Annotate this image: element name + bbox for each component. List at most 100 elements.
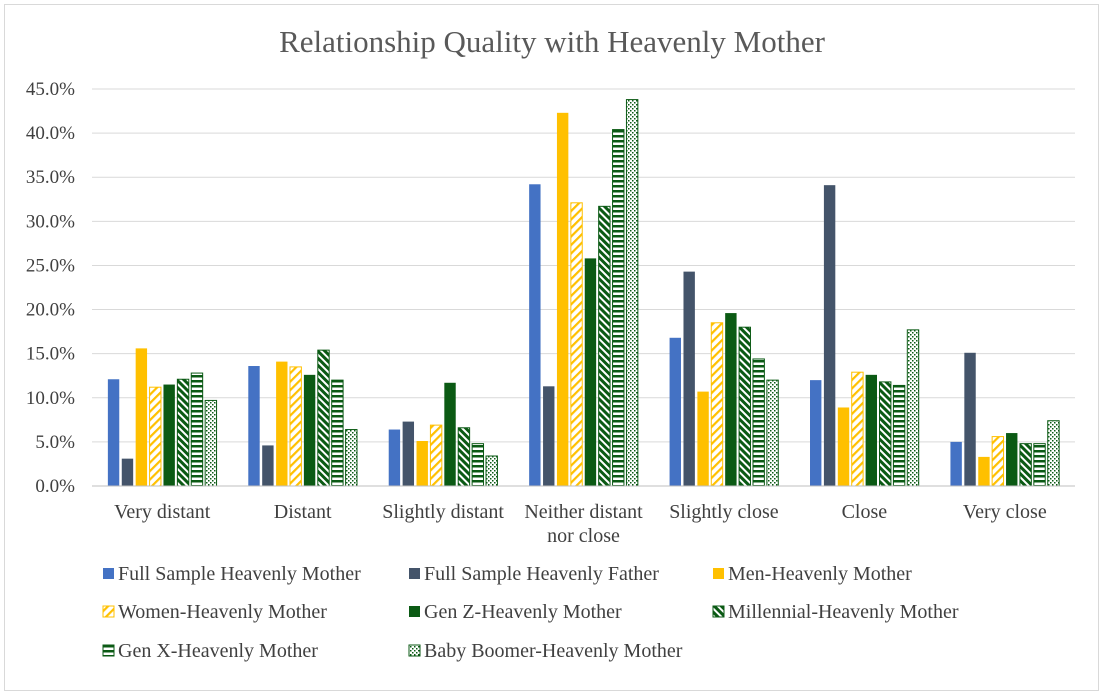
y-tick-label: 30.0% xyxy=(26,211,75,232)
bar-women-heavenly-mother-very-distant xyxy=(149,386,162,487)
bar-millennial-heavenly-mother-close xyxy=(879,381,892,487)
bar-millennial-heavenly-mother-neither-distant-nor-close xyxy=(598,205,611,487)
legend-label: Baby Boomer-Heavenly Mother xyxy=(424,640,683,662)
x-tick-label: Neither distant nor close xyxy=(524,501,643,547)
bar-full-sample-heavenly-mother-slightly-close xyxy=(669,337,681,486)
y-tick-label: 10.0% xyxy=(26,388,75,409)
bar-millennial-heavenly-mother-very-close xyxy=(1019,443,1032,487)
bar-men-heavenly-mother-slightly-distant xyxy=(416,441,428,486)
bar-men-heavenly-mother-distant xyxy=(276,361,288,486)
legend-swatch xyxy=(103,568,114,579)
bars xyxy=(107,99,1060,487)
bar-full-sample-heavenly-mother-close xyxy=(810,380,822,486)
x-tick-label: Very distant xyxy=(114,501,211,523)
bar-full-sample-heavenly-father-neither-distant-nor-close xyxy=(543,386,555,486)
bar-gen-z-heavenly-mother-distant xyxy=(303,374,316,486)
y-tick-label: 5.0% xyxy=(35,432,75,453)
x-tick-label: Close xyxy=(842,501,888,523)
bar-full-sample-heavenly-father-close xyxy=(823,185,836,486)
legend-swatch xyxy=(409,568,420,579)
y-tick-label: 15.0% xyxy=(26,344,75,365)
bar-women-heavenly-mother-distant xyxy=(289,366,302,487)
bar-full-sample-heavenly-mother-slightly-distant xyxy=(388,429,401,486)
bar-baby-boomer-heavenly-mother-very-distant xyxy=(204,399,218,487)
bar-millennial-heavenly-mother-slightly-distant xyxy=(457,427,471,487)
y-tick-label: 40.0% xyxy=(26,123,75,144)
bar-millennial-heavenly-mother-slightly-close xyxy=(738,326,751,487)
legend-swatch xyxy=(409,606,420,617)
bar-gen-x-heavenly-mother-neither-distant-nor-close xyxy=(612,129,625,487)
x-tick-label: Very close xyxy=(963,501,1047,523)
legend-swatch xyxy=(408,644,421,657)
bar-gen-z-heavenly-mother-very-close xyxy=(1006,433,1018,486)
bar-gen-z-heavenly-mother-close xyxy=(865,374,878,486)
x-tick-label: Distant xyxy=(274,501,332,523)
bar-gen-z-heavenly-mother-slightly-distant xyxy=(444,382,456,486)
bar-full-sample-heavenly-mother-very-close xyxy=(950,441,962,486)
bar-full-sample-heavenly-father-slightly-distant xyxy=(402,421,415,486)
y-tick-label: 35.0% xyxy=(26,167,75,188)
category-labels: Very distant Distant Slightly distant Neith… xyxy=(114,501,1047,547)
bar-full-sample-heavenly-mother-neither-distant-nor-close xyxy=(529,184,541,486)
bar-baby-boomer-heavenly-mother-close xyxy=(906,329,920,487)
bar-millennial-heavenly-mother-very-distant xyxy=(176,378,190,487)
bar-full-sample-heavenly-mother-distant xyxy=(248,366,260,486)
gridlines xyxy=(92,88,1075,443)
bar-women-heavenly-mother-close xyxy=(851,371,864,487)
bar-gen-x-heavenly-mother-slightly-distant xyxy=(471,443,485,487)
bar-full-sample-heavenly-father-very-close xyxy=(964,352,976,486)
legend-item: Gen X-Heavenly Mother xyxy=(102,640,318,662)
bar-men-heavenly-mother-neither-distant-nor-close xyxy=(556,112,569,486)
bar-millennial-heavenly-mother-distant xyxy=(317,349,330,487)
bar-gen-x-heavenly-mother-very-close xyxy=(1033,443,1046,487)
bar-women-heavenly-mother-slightly-distant xyxy=(429,424,443,487)
bar-baby-boomer-heavenly-mother-slightly-close xyxy=(766,379,779,487)
legend-label: Men-Heavenly Mother xyxy=(728,563,912,585)
bar-women-heavenly-mother-neither-distant-nor-close xyxy=(570,202,583,487)
bar-gen-x-heavenly-mother-slightly-close xyxy=(752,358,765,487)
legend-item: Full Sample Heavenly Mother xyxy=(103,563,361,585)
y-axis-ticks: 0.0% 5.0% 10.0% 15.0% 20.0% 25.0% 30.0% 35.0% 40… xyxy=(26,79,75,497)
bar-baby-boomer-heavenly-mother-neither-distant-nor-close xyxy=(625,99,639,487)
legend-item: Full Sample Heavenly Father xyxy=(409,563,659,585)
bar-full-sample-heavenly-father-distant xyxy=(262,445,274,486)
bar-gen-x-heavenly-mother-very-distant xyxy=(190,372,204,487)
bar-full-sample-heavenly-mother-very-distant xyxy=(107,379,120,486)
x-tick-label: Slightly close xyxy=(669,501,779,523)
bar-women-heavenly-mother-slightly-close xyxy=(710,322,724,487)
legend: Full Sample Heavenly Mother Full Sample H… xyxy=(102,563,959,662)
legend-swatch xyxy=(713,568,724,579)
bar-gen-z-heavenly-mother-neither-distant-nor-close xyxy=(584,258,597,486)
legend-label: Gen Z-Heavenly Mother xyxy=(424,601,622,623)
legend-label: Women-Heavenly Mother xyxy=(118,601,327,623)
legend-item: Gen Z-Heavenly Mother xyxy=(409,601,622,623)
legend-swatch xyxy=(102,605,115,618)
legend-label: Full Sample Heavenly Father xyxy=(424,563,659,585)
x-tick-label: Slightly distant xyxy=(382,501,504,523)
legend-swatch xyxy=(712,605,725,618)
legend-item: Men-Heavenly Mother xyxy=(713,563,912,585)
legend-label: Full Sample Heavenly Mother xyxy=(118,563,361,585)
chart-title: Relationship Quality with Heavenly Mothe… xyxy=(279,24,826,59)
bar-gen-z-heavenly-mother-slightly-close xyxy=(725,313,737,486)
bar-baby-boomer-heavenly-mother-very-close xyxy=(1047,420,1060,487)
bar-full-sample-heavenly-father-slightly-close xyxy=(683,271,695,486)
bar-gen-x-heavenly-mother-distant xyxy=(331,379,344,487)
bar-baby-boomer-heavenly-mother-slightly-distant xyxy=(485,455,498,487)
bar-full-sample-heavenly-father-very-distant xyxy=(121,458,134,486)
legend-item: Women-Heavenly Mother xyxy=(102,601,327,623)
bar-men-heavenly-mother-very-distant xyxy=(135,348,148,486)
bar-men-heavenly-mother-close xyxy=(837,407,850,486)
legend-label: Gen X-Heavenly Mother xyxy=(118,640,318,662)
y-tick-label: 45.0% xyxy=(26,79,75,100)
bar-women-heavenly-mother-very-close xyxy=(991,436,1005,487)
bar-men-heavenly-mother-very-close xyxy=(978,456,990,486)
y-tick-label: 0.0% xyxy=(35,476,75,497)
bar-men-heavenly-mother-slightly-close xyxy=(697,391,709,486)
bar-gen-z-heavenly-mother-very-distant xyxy=(163,384,175,486)
legend-swatch xyxy=(102,644,115,657)
legend-item: Millennial-Heavenly Mother xyxy=(712,601,959,623)
legend-label: Millennial-Heavenly Mother xyxy=(728,601,959,623)
bar-gen-x-heavenly-mother-close xyxy=(892,384,906,487)
